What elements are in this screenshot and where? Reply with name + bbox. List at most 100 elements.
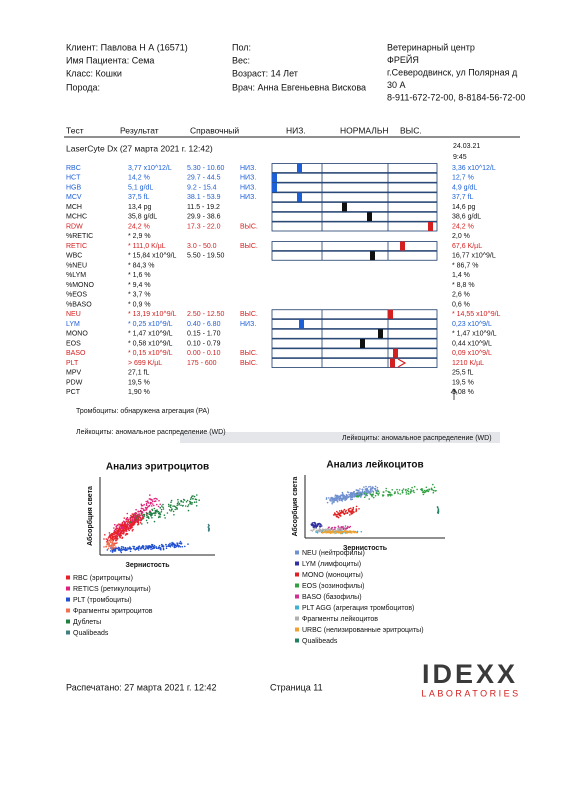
result: 37,5 fL: [128, 194, 150, 201]
scatter-dot: [115, 536, 117, 539]
scatter-dot: [118, 527, 121, 529]
scatter-dot: [314, 523, 317, 525]
scatter-dot: [124, 549, 127, 552]
scatter-dot: [154, 514, 156, 516]
scatter-dot: [184, 545, 186, 548]
scatter-dot: [328, 497, 330, 499]
scatter-dot: [125, 520, 128, 523]
scatter-dot: [318, 528, 321, 530]
scatter-dot: [364, 495, 367, 497]
reference-range: 0.40 - 6.80: [187, 321, 221, 328]
scatter-dot: [357, 491, 360, 494]
scatter-dot: [117, 529, 120, 531]
scatter-dot: [144, 548, 146, 551]
scatter-dot: [338, 498, 340, 501]
scatter-dot: [410, 490, 413, 492]
scatter-dot: [164, 517, 166, 519]
scatter-dot: [187, 509, 190, 512]
range-marker: [378, 329, 383, 339]
scatter-dot: [106, 539, 109, 542]
scatter-dot: [423, 489, 426, 492]
scatter-dot: [428, 488, 430, 491]
scatter-dot: [117, 546, 120, 549]
scatter-dot: [391, 489, 394, 491]
scatter-dot: [169, 544, 171, 546]
scatter-dot: [191, 503, 193, 505]
scatter-dot: [371, 495, 373, 498]
legend-label: Фрагменты эритроцитов: [73, 608, 153, 615]
scatter-dot: [334, 499, 337, 502]
scatter-dot: [146, 522, 149, 524]
overflow-arrow: [397, 358, 407, 368]
scatter-dot: [325, 497, 328, 499]
scatter-dot: [329, 531, 331, 534]
scatter-dot: [151, 509, 154, 512]
result: 24,2 %: [128, 223, 150, 230]
previous-result: * 1,47 x10^9/L: [452, 331, 497, 338]
scatter-dot: [108, 546, 110, 548]
scatter-dot: [135, 515, 137, 517]
scatter-dot: [351, 510, 354, 512]
scatter-dot: [112, 540, 114, 542]
scatter-dot: [165, 543, 167, 546]
previous-result: * 14,55 x10^9/L: [452, 311, 501, 318]
scatter-dot: [177, 498, 179, 501]
result: * 3,7 %: [128, 292, 151, 299]
scatter-dot: [136, 518, 139, 521]
previous-result: 2,6 %: [452, 292, 470, 299]
scatter-dot: [350, 493, 352, 496]
result: * 0,58 x10^9/L: [128, 340, 173, 347]
scatter-dot: [161, 505, 163, 507]
scatter-dot: [363, 490, 366, 493]
test-name: %EOS: [66, 292, 87, 299]
legend-label: RETICS (ретикулоциты): [73, 586, 151, 593]
scatter-dot: [150, 548, 152, 551]
scatter-dot: [141, 504, 144, 507]
previous-result: * 8,8 %: [452, 282, 475, 289]
range-marker: [388, 309, 393, 319]
scatter-dot: [105, 545, 108, 548]
test-name: RDW: [66, 223, 83, 230]
scatter-dot: [369, 493, 372, 496]
scatter-dot: [314, 524, 317, 526]
scatter-dot: [126, 525, 129, 528]
scatter-dot: [148, 511, 151, 514]
previous-result: 4,9 g/dL: [452, 184, 477, 191]
plot-title: Анализ лейкоцитов: [326, 460, 423, 471]
scatter-dot: [316, 523, 319, 525]
scatter-dot: [114, 548, 117, 551]
scatter-dot: [110, 539, 113, 542]
scatter-dot: [343, 527, 346, 529]
scatter-dot: [119, 533, 121, 535]
scatter-dot: [405, 493, 408, 495]
range-box: [271, 211, 438, 222]
scatter-dot: [110, 545, 112, 548]
scatter-dot: [372, 496, 375, 499]
scatter-dot: [139, 514, 141, 517]
range-box: [271, 309, 438, 320]
scatter-dot: [162, 506, 164, 509]
scatter-dot: [346, 532, 349, 534]
previous-result: 0,23 x10^9/L: [452, 321, 492, 328]
scatter-dot: [154, 510, 157, 512]
scatter-dot: [316, 531, 319, 533]
scatter-dot: [179, 542, 182, 545]
scatter-dot: [103, 546, 105, 548]
result: * 1,6 %: [128, 272, 151, 279]
scatter-dot: [193, 495, 196, 498]
scatter-dot: [146, 546, 148, 548]
range-marker: [367, 212, 372, 222]
scatter-dot: [360, 493, 363, 495]
scatter-dot: [351, 530, 354, 533]
scatter-dot: [367, 491, 369, 494]
banner-bar: [180, 432, 500, 443]
scatter-dot: [422, 491, 425, 493]
reference-range: 29.9 - 38.6: [187, 214, 221, 221]
result: 1,90 %: [128, 389, 150, 396]
scatter-dot: [124, 525, 126, 527]
scatter-dot: [359, 488, 361, 490]
scatter-dot: [345, 530, 348, 533]
scatter-dot: [338, 513, 341, 515]
scatter-dot: [311, 530, 314, 532]
scatter-dot: [159, 516, 161, 518]
